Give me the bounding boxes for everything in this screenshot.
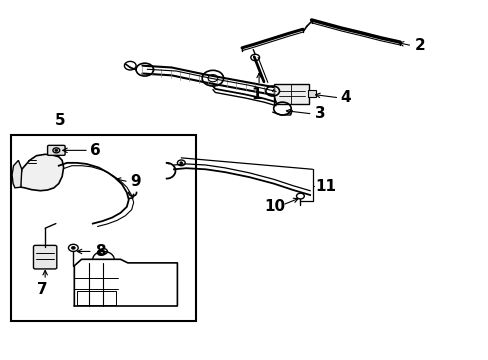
Text: 6: 6	[90, 143, 101, 158]
Text: 9: 9	[130, 174, 141, 189]
Text: 8: 8	[95, 244, 105, 259]
Circle shape	[180, 162, 183, 164]
Polygon shape	[20, 154, 63, 191]
Polygon shape	[12, 160, 22, 188]
Text: 1: 1	[251, 87, 262, 102]
FancyBboxPatch shape	[33, 246, 57, 269]
Text: 5: 5	[55, 113, 65, 128]
Text: 3: 3	[314, 107, 325, 121]
Circle shape	[71, 247, 75, 249]
Circle shape	[55, 149, 58, 152]
Bar	[273, 84, 308, 104]
Text: 4: 4	[340, 90, 351, 105]
Text: 2: 2	[414, 38, 425, 53]
Text: 10: 10	[264, 199, 285, 214]
Text: 11: 11	[314, 179, 335, 194]
FancyBboxPatch shape	[47, 145, 65, 156]
Bar	[11, 135, 196, 321]
Text: 7: 7	[37, 282, 48, 297]
Bar	[307, 90, 316, 97]
Bar	[77, 291, 116, 305]
